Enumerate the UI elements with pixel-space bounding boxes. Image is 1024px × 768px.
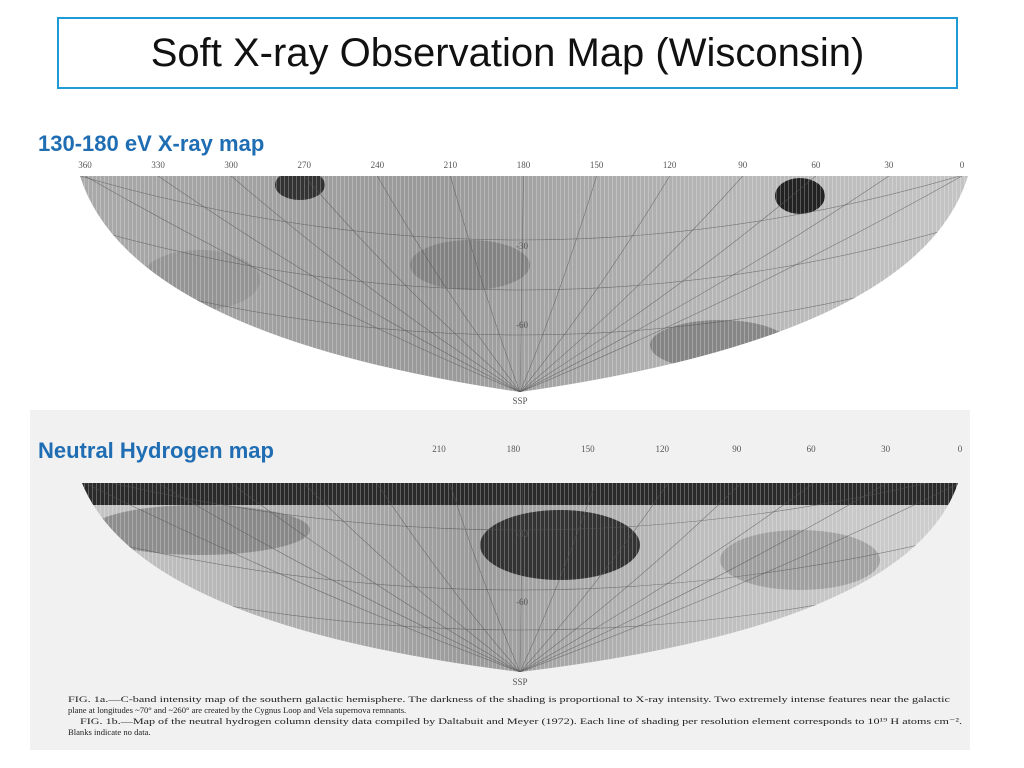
meridian [519,176,597,392]
meridian [519,176,524,392]
longitude-label: 60 [811,160,821,170]
longitude-label: 180 [517,160,531,170]
caption: FIG. 1a.—C-band intensity map of the sou… [68,694,962,737]
meridian [519,176,670,392]
meridian [519,483,888,672]
parallel [82,529,958,591]
longitude-label: 300 [224,160,238,170]
longitude-label: 30 [881,444,891,454]
latitude-label: -30 [516,529,528,539]
caption-line: plane at longitudes ~70° and ~260° are c… [68,705,406,715]
longitude-label: 0 [958,444,963,454]
longitude-label: 150 [590,160,604,170]
meridian [519,176,963,392]
meridian [157,176,521,392]
longitude-label: 120 [656,444,670,454]
meridian [519,176,890,392]
meridian [157,483,521,672]
meridian [230,483,521,672]
longitude-label: 60 [807,444,817,454]
longitude-label: 210 [444,160,458,170]
latitude-label: -60 [516,597,528,607]
meridian [303,483,521,672]
meridian [519,483,742,672]
caption-line: FIG. 1a.—C-band intensity map of the sou… [68,694,950,704]
latitude-label: -60 [516,320,528,330]
meridian [377,176,521,392]
meridian [304,176,521,392]
longitude-label: 30 [884,160,894,170]
longitude-label: 180 [507,444,521,454]
parallel [80,176,968,241]
meridian [84,176,521,392]
latitude-label: -30 [516,241,528,251]
meridian [519,483,596,672]
longitude-label: 120 [663,160,677,170]
meridian [519,176,817,392]
caption-line: FIG. 1b.—Map of the neutral hydrogen col… [80,716,962,726]
longitude-label: 90 [732,444,742,454]
longitude-label: 0 [960,160,965,170]
longitude-label: 210 [432,444,446,454]
longitude-label: 240 [371,160,385,170]
meridian [519,483,523,672]
meridian [376,483,521,672]
longitude-label: 90 [738,160,748,170]
longitude-label: 360 [78,160,92,170]
meridian [230,176,521,392]
meridian [449,483,521,672]
xray-map [80,176,968,392]
slide-title: Soft X-ray Observation Map (Wisconsin) [57,17,958,89]
caption-line: Blanks indicate no data. [68,727,151,737]
longitude-label: 330 [151,160,165,170]
meridian [519,483,958,672]
meridian [519,176,743,392]
panel-label: Neutral Hydrogen map [38,438,274,463]
parallel [82,483,958,531]
parallel [80,219,968,291]
longitude-label: 150 [581,444,595,454]
panel-label: 130-180 eV X-ray map [38,131,264,156]
meridian [84,483,521,672]
meridian [519,483,669,672]
pole-label: SSP [512,677,527,687]
pole-label: SSP [512,396,527,406]
meridian [450,176,521,392]
longitude-label: 270 [298,160,312,170]
